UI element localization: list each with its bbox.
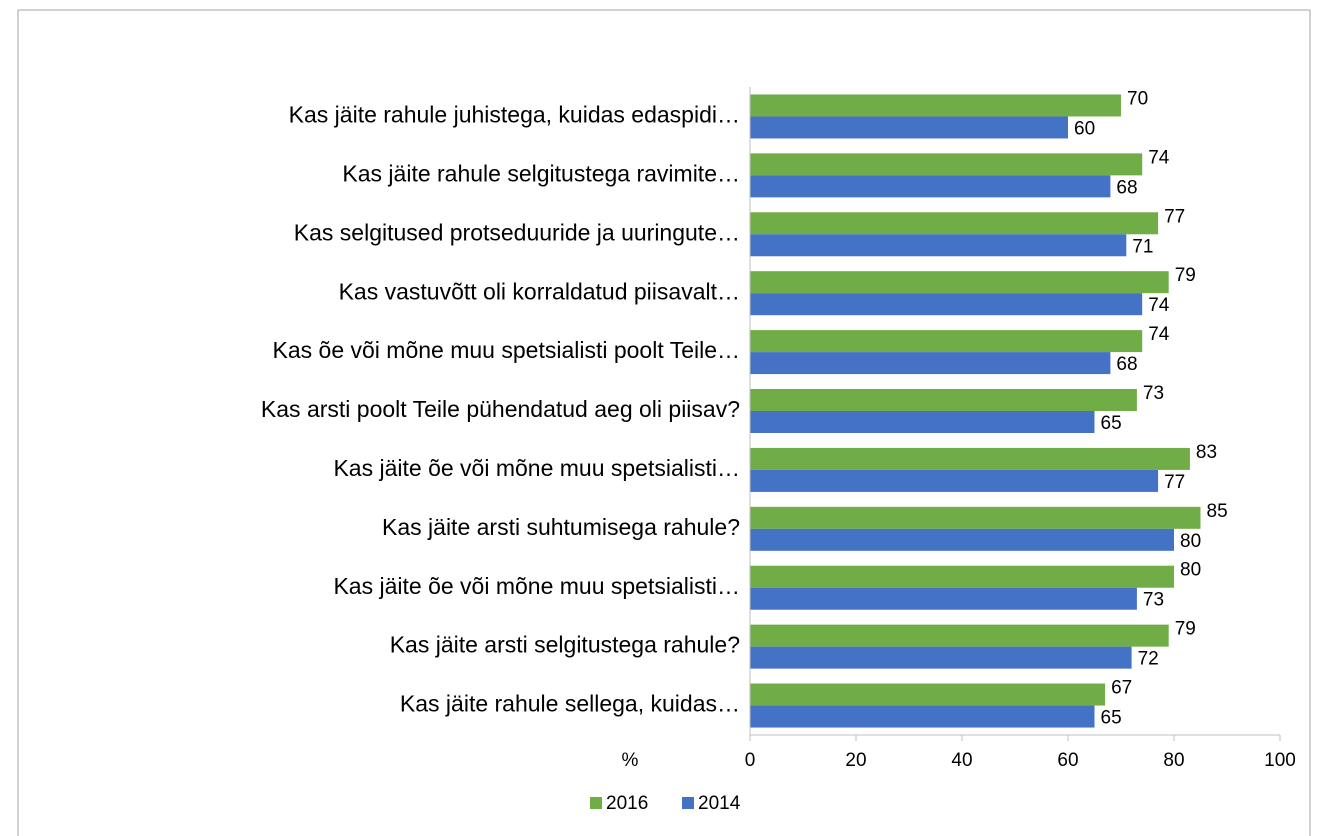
bar (750, 271, 1169, 294)
category-label: Kas jäite rahule sellega, kuidas… (400, 691, 740, 717)
value-label: 68 (1116, 177, 1137, 198)
x-tick-label: 20 (845, 750, 866, 771)
bar (750, 705, 1095, 728)
bar (750, 447, 1190, 470)
value-label: 80 (1180, 531, 1201, 552)
value-label: 74 (1148, 324, 1170, 345)
bar (750, 175, 1111, 198)
bar (750, 587, 1137, 610)
bar (750, 469, 1159, 492)
value-label: 74 (1148, 295, 1170, 316)
bar (750, 528, 1174, 551)
category-label: Kas jäite arsti selgitustega rahule? (390, 632, 740, 658)
category-label: Kas selgitused protseduuride ja uuringut… (294, 219, 740, 245)
legend-swatch (590, 797, 602, 809)
bar (750, 330, 1143, 353)
x-tick-label: 100 (1264, 750, 1296, 771)
x-tick-label: 0 (745, 750, 756, 771)
value-label: 77 (1164, 472, 1185, 493)
category-label: Kas õe või mõne muu spetsialisti poolt T… (273, 337, 740, 363)
value-label: 65 (1101, 708, 1122, 729)
legend-label: 2016 (606, 793, 648, 814)
bar (750, 212, 1159, 235)
bar (750, 389, 1137, 411)
category-label: Kas jäite õe või mõne muu spetsialisti… (333, 573, 740, 599)
category-label: Kas jäite rahule juhistega, kuidas edasp… (289, 102, 740, 128)
value-label: 83 (1196, 442, 1217, 463)
value-label: 80 (1180, 560, 1201, 581)
legend-swatch (682, 797, 694, 809)
value-label: 70 (1127, 88, 1148, 109)
value-label: 72 (1138, 649, 1159, 670)
value-label: 60 (1074, 118, 1095, 139)
value-label: 65 (1101, 413, 1122, 434)
bar (750, 94, 1121, 117)
bar (750, 352, 1111, 375)
value-label: 68 (1116, 354, 1137, 375)
value-label: 79 (1175, 619, 1196, 640)
category-label: Kas jäite arsti suhtumisega rahule? (382, 514, 740, 540)
value-label: 67 (1111, 678, 1132, 699)
bar (750, 153, 1143, 176)
bar (750, 565, 1174, 588)
chart-frame (17, 9, 1311, 836)
x-tick-label: 80 (1163, 750, 1184, 771)
bar (750, 234, 1127, 257)
bar (750, 293, 1143, 316)
value-label: 77 (1164, 206, 1185, 227)
value-label: 85 (1207, 501, 1228, 522)
category-label: Kas arsti poolt Teile pühendatud aeg oli… (261, 396, 740, 422)
x-tick-label: 60 (1057, 750, 1078, 771)
bar (750, 624, 1169, 647)
category-label: Kas vastuvõtt oli korraldatud piisavalt… (339, 278, 740, 304)
bar (750, 683, 1106, 706)
value-label: 73 (1143, 590, 1164, 611)
x-axis-label: % (622, 750, 639, 771)
value-label: 71 (1132, 236, 1153, 257)
value-label: 73 (1143, 383, 1164, 404)
bar (750, 646, 1132, 669)
category-label: Kas jäite õe või mõne muu spetsialisti… (333, 455, 740, 481)
bar (750, 116, 1068, 139)
x-tick-label: 40 (951, 750, 972, 771)
category-label: Kas jäite rahule selgitustega ravimite… (342, 160, 740, 186)
legend-label: 2014 (698, 793, 741, 814)
value-label: 74 (1148, 147, 1170, 168)
value-label: 79 (1175, 265, 1196, 286)
bar (750, 411, 1095, 433)
bar (750, 506, 1201, 529)
